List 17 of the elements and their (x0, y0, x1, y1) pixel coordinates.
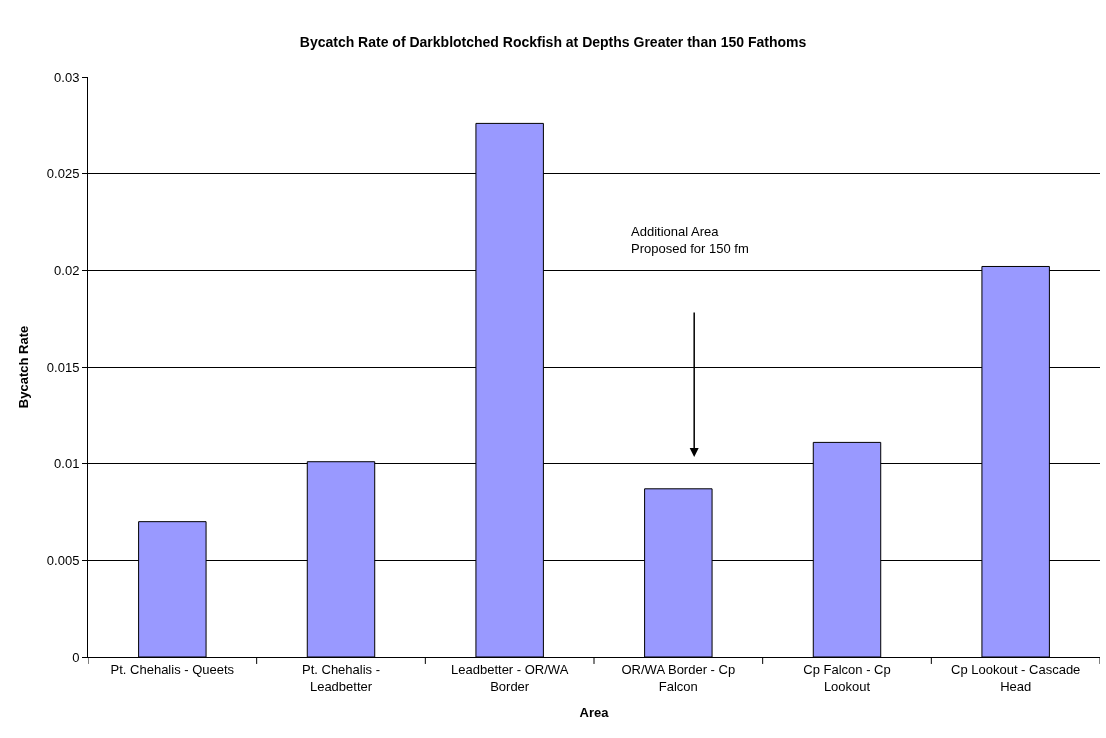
x-axis-title: Area (579, 705, 610, 721)
x-tick-label: Pt. Chehalis - Leadbetter (301, 661, 381, 694)
y-axis-title: Bycatch Rate (15, 325, 31, 409)
y-tick-label: 0.005 (46, 552, 80, 568)
y-tick-label: 0.015 (46, 359, 80, 375)
x-tick-label: OR/WA Border - Cp Falcon (621, 661, 736, 694)
y-tick-label: 0.03 (54, 69, 80, 85)
y-tick-label: 0.02 (54, 262, 80, 278)
y-tick-label: 0.025 (46, 166, 80, 182)
x-tick-label: Leadbetter - OR/WA Border (451, 661, 569, 694)
x-tick-label: Pt. Chehalis - Queets (110, 661, 235, 677)
chart-title: Bycatch Rate of Darkblotched Rockfish at Depths Greater than 150 Fathoms (299, 33, 807, 50)
annotation: Additional Area Proposed for 150 fm (631, 224, 749, 256)
y-tick-label: 0.01 (54, 456, 80, 472)
x-tick-label: Cp Lookout - Cascade Head (950, 661, 1081, 694)
y-tick-label: 0 (72, 649, 80, 665)
x-tick-label: Cp Falcon - Cp Lookout (803, 661, 891, 694)
